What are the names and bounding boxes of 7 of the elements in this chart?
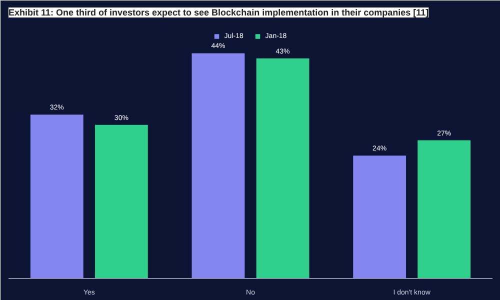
bar: [192, 53, 245, 278]
bar: [256, 58, 310, 278]
bar: [94, 124, 148, 278]
bar: [30, 114, 84, 278]
bar: [353, 156, 406, 278]
bar: [418, 140, 471, 278]
chart-title: Exhibit 11: One third of investors expect to see Blockchain implementation in their companies [11]: [8, 8, 429, 18]
